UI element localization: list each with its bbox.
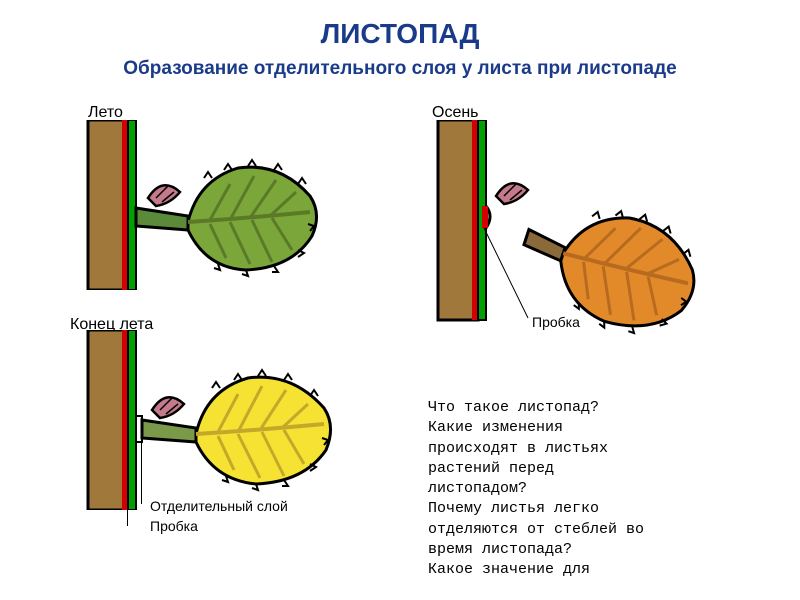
callout-separation-layer: Отделительный слой: [150, 498, 288, 514]
diagram-late-summer: [70, 330, 350, 510]
callout-line-sep: [141, 442, 142, 504]
callout-cork-lower: Пробка: [150, 518, 198, 534]
callout-cork-right: Пробка: [532, 314, 580, 330]
leaf-stem-svg-autumn: [420, 120, 740, 340]
leaf-stem-svg-late: [70, 330, 350, 510]
leaf-stem-svg-summer: [70, 120, 330, 290]
callout-line-cork-lower: [127, 506, 128, 526]
diagram-autumn: [420, 120, 740, 340]
diagram-summer: [70, 120, 330, 290]
page-subtitle: Образование отделительного слоя у листа …: [0, 58, 800, 80]
questions-text: Что такое листопад? Какие изменения прои…: [428, 398, 788, 580]
page-title: ЛИСТОПАД: [0, 0, 800, 50]
